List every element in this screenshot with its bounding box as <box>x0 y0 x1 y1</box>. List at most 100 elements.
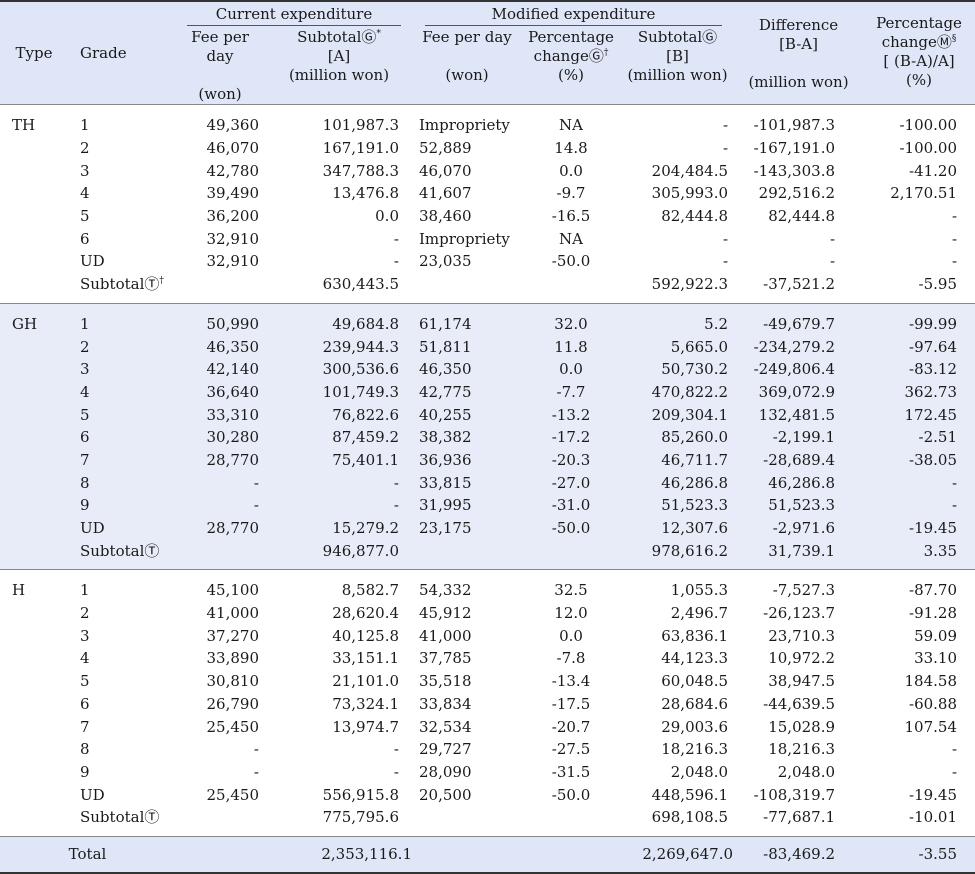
cell-percentage-change-total: 172.45 <box>863 403 975 426</box>
cell-percentage-change: -20.3 <box>521 448 621 472</box>
cell-fee-modified: Impropriety <box>419 229 510 248</box>
cell-type: TH <box>12 116 36 134</box>
cell-grade: 6 <box>80 229 90 248</box>
header-type: Type <box>0 0 68 105</box>
cell-difference: 51,523.3 <box>734 494 864 517</box>
cell-type: H <box>12 581 26 600</box>
header-grade: Grade <box>68 0 175 105</box>
cell-difference: -37,521.2 <box>763 275 836 294</box>
total-modified-subtotal: 2,269,647.0 <box>621 835 735 874</box>
cell-subtotal-modified: 5.2 <box>621 303 735 336</box>
cell-subtotal-current: 40,125.8 <box>332 626 399 645</box>
cell-fee-modified: 42,775 <box>413 380 521 404</box>
cell-difference: - <box>829 229 836 248</box>
cell-fee-modified: 51,811 <box>413 335 521 358</box>
table-row: 8 - - 29,727 -27.5 18,216.3 18,216.3 - <box>0 738 975 761</box>
cell-percentage-change: -27.5 <box>551 740 591 759</box>
table-row: 6 32,910 - Impropriety NA - - - <box>0 227 975 250</box>
cell-fee-modified: 23,035 <box>419 252 472 271</box>
cell-percentage-change: -27.0 <box>521 471 621 494</box>
cell-subtotal-modified: - <box>722 252 729 271</box>
cell-subtotal-modified: 204,484.5 <box>651 161 729 180</box>
cell-subtotal-current: 13,476.8 <box>332 184 399 203</box>
cell-fee-current: 26,790 <box>206 694 260 713</box>
cell-percentage-change-total: -10.01 <box>909 808 958 827</box>
cell-subtotal-modified: 60,048.5 <box>661 672 729 691</box>
cell-grade: 4 <box>80 649 90 668</box>
cell-subtotal-current: 167,191.0 <box>322 139 399 158</box>
table-row: 6 30,280 87,459.2 38,382 -17.2 85,260.0 -2,199… <box>0 425 975 449</box>
cell-fee-modified: 28,090 <box>419 762 472 781</box>
cell-subtotal-modified: 46,711.7 <box>621 448 735 472</box>
cell-subtotal-modified: 209,304.1 <box>621 403 735 426</box>
cell-subtotal-modified: 63,836.1 <box>661 626 729 645</box>
cell-percentage-change-total: - <box>951 762 958 781</box>
cell-fee-modified: 36,936 <box>413 448 521 472</box>
table-row: 7 25,450 13,974.7 32,534 -20.7 29,003.6 15,028… <box>0 715 975 738</box>
cell-fee-current: - <box>253 762 259 781</box>
cell-subtotal-current: 775,795.6 <box>322 808 399 827</box>
header-modified-group: Modified expenditure <box>413 0 735 28</box>
cell-fee-modified: 33,815 <box>413 471 521 494</box>
cell-fee-modified: 52,889 <box>419 139 472 158</box>
cell-grade: 9 <box>68 494 175 517</box>
cell-difference: -249,806.4 <box>734 357 864 381</box>
cell-subtotal-modified: 978,616.2 <box>621 539 735 570</box>
cell-fee-current <box>175 806 265 836</box>
cell-grade: 9 <box>80 762 90 781</box>
cell-fee-modified: 38,382 <box>413 425 521 449</box>
cell-percentage-change-total: -19.45 <box>863 516 975 540</box>
cell-difference: -234,279.2 <box>734 335 864 358</box>
table-row: 8- -33,815 -27.0 46,286.8 46,286.8- <box>0 471 975 494</box>
total-percentage-change: -3.55 <box>863 835 975 874</box>
cell-grade: 1 <box>80 116 90 135</box>
header-subtotal-modified: SubtotalⒼ [B] (million won) <box>621 28 735 105</box>
cell-percentage-change-total: -91.28 <box>909 604 958 623</box>
cell-grade: 8 <box>68 471 175 494</box>
table-row: UD 28,770 15,279.2 23,175 -50.0 12,307.6 -2,97… <box>0 516 975 540</box>
cell-subtotal-current: 101,987.3 <box>322 116 399 135</box>
cell-fee-current: 30,280 <box>175 425 265 449</box>
cell-fee-modified <box>413 273 521 303</box>
cell-percentage-change: -7.8 <box>556 649 586 668</box>
cell-fee-current <box>175 273 265 303</box>
cell-percentage-change: 32.5 <box>554 581 588 600</box>
cell-difference: -7,527.3 <box>772 581 836 600</box>
cell-percentage-change: NA <box>559 116 583 135</box>
cell-grade: 2 <box>68 335 175 358</box>
cell-percentage-change-total: - <box>863 471 975 494</box>
cell-grade: UD <box>80 785 105 804</box>
table-row: UD 25,450 556,915.8 20,500 -50.0 448,596.1 -10… <box>0 783 975 806</box>
cell-grade: 5 <box>80 207 90 226</box>
cell-difference: -26,123.7 <box>763 604 836 623</box>
cell-subtotal-current: - <box>393 740 399 759</box>
table-row: 3 37,270 40,125.8 41,000 0.0 63,836.1 23,710.3… <box>0 624 975 647</box>
cell-subtotal-modified: 51,523.3 <box>621 494 735 517</box>
cell-percentage-change: -50.0 <box>551 785 591 804</box>
cell-subtotal-current: - <box>265 471 413 494</box>
cell-percentage-change <box>521 539 621 570</box>
cell-subtotal-modified: 698,108.5 <box>651 808 729 827</box>
cell-subtotal-current: 15,279.2 <box>265 516 413 540</box>
total-difference: -83,469.2 <box>734 835 864 874</box>
cell-difference: -2,971.6 <box>734 516 864 540</box>
cell-fee-modified: Impropriety <box>419 116 510 135</box>
cell-subtotal-current: 630,443.5 <box>322 275 399 294</box>
cell-percentage-change-total: -83.12 <box>863 357 975 381</box>
cell-difference: -143,303.8 <box>753 161 836 180</box>
table-row: 3 42,140 300,536.6 46,350 0.0 50,730.2 -249,80… <box>0 357 975 381</box>
cell-fee-current: 39,490 <box>206 184 260 203</box>
cell-fee-current: 50,990 <box>175 303 265 336</box>
cell-percentage-change: 14.8 <box>554 139 588 158</box>
cell-difference: -28,689.4 <box>734 448 864 472</box>
cell-percentage-change: 11.8 <box>521 335 621 358</box>
header-subtotal-current: SubtotalⒼ* [A] (million won) <box>265 28 413 105</box>
total-current-subtotal: 2,353,116.1 <box>265 835 413 874</box>
cell-subtotal-modified: 2,496.7 <box>670 604 729 623</box>
cell-subtotal-current: - <box>393 252 399 271</box>
cell-subtotal-current: 33,151.1 <box>332 649 399 668</box>
cell-difference: -101,987.3 <box>753 116 836 135</box>
cell-percentage-change: NA <box>559 229 583 248</box>
cell-percentage-change-total: - <box>951 229 958 248</box>
table-row: GH 1 50,990 49,684.8 61,174 32.0 5.2 -49,679.7-… <box>0 303 975 570</box>
